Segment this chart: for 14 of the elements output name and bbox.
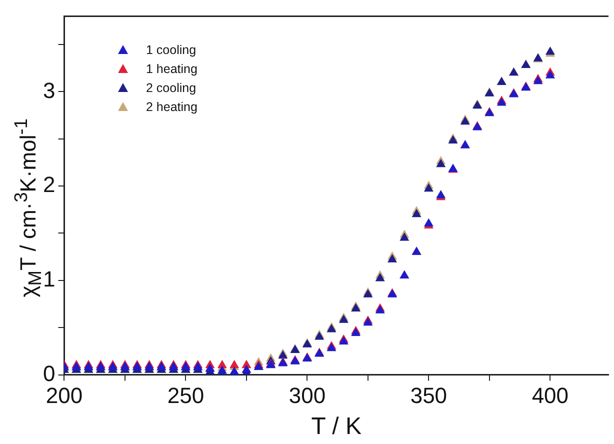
legend-label: 1 cooling [146,42,196,56]
x-tick-label: 200 [46,383,83,408]
x-tick-label: 300 [288,383,326,408]
y-tick-label: 1 [42,266,56,292]
legend-label: 2 cooling [146,80,196,94]
x-axis-title: T / K [311,413,362,440]
x-tick-label: 250 [167,383,204,408]
y-tick-label: 0 [42,360,56,386]
x-tick-label: 350 [410,383,448,408]
x-tick-label: 400 [532,383,569,408]
y-tick-label: 3 [42,78,56,103]
legend-label: 1 heating [146,62,198,76]
legend-label: 2 heating [146,100,198,114]
y-tick-label: 2 [42,172,56,198]
